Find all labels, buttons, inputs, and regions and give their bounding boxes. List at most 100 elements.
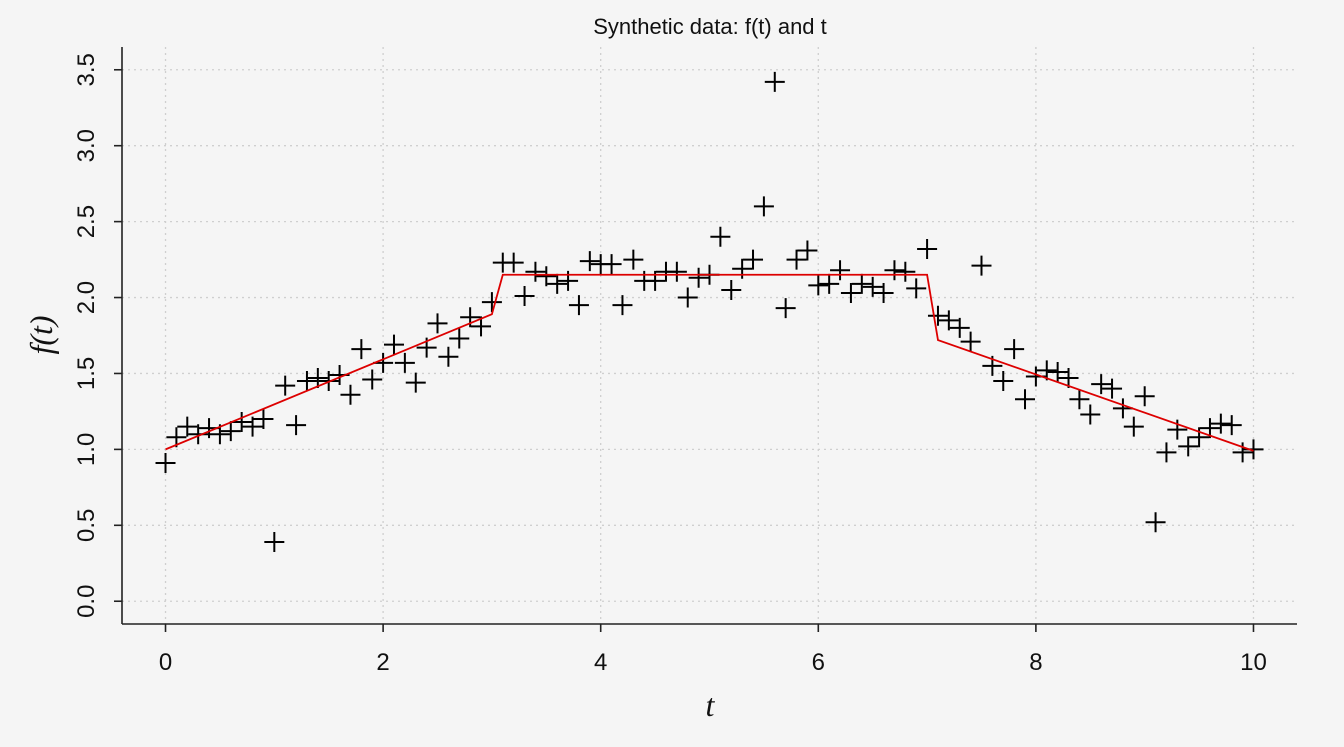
y-tick-label: 1.0 [73, 433, 100, 466]
x-tick-label: 2 [376, 649, 389, 676]
data-point [242, 416, 263, 437]
data-point [1015, 389, 1036, 410]
data-point [275, 375, 296, 396]
ticks-layer: 0 2 4 6 8 10 0.0 0.5 1.0 1.5 2.0 2.5 3.0 3.5 [73, 53, 1267, 676]
data-point [525, 261, 546, 282]
data-point [612, 295, 633, 316]
data-point [721, 279, 742, 300]
data-point [601, 254, 622, 275]
data-point [1221, 415, 1242, 436]
data-point [547, 273, 568, 294]
data-point [895, 261, 916, 282]
data-point [579, 251, 600, 272]
axes-layer [121, 47, 1297, 625]
x-axis-label: t [706, 687, 716, 723]
data-point [906, 278, 927, 299]
data-point [405, 372, 426, 393]
data-point [351, 339, 372, 360]
y-tick-label: 2.5 [73, 205, 100, 238]
data-point [775, 298, 796, 319]
data-point [568, 295, 589, 316]
data-point [927, 305, 948, 326]
data-point [1036, 360, 1057, 381]
grid-layer [122, 47, 1297, 624]
data-point [830, 260, 851, 281]
x-tick-label: 0 [159, 649, 172, 676]
y-tick-label: 0.0 [73, 585, 100, 618]
data-point [993, 371, 1014, 392]
x-tick-label: 4 [594, 649, 607, 676]
data-point [383, 334, 404, 355]
data-point [362, 369, 383, 390]
data-point [1210, 413, 1231, 434]
data-point [166, 427, 187, 448]
data-point [264, 532, 285, 553]
data-point [666, 261, 687, 282]
data-point [1069, 389, 1090, 410]
data-point [743, 249, 764, 270]
data-point [819, 273, 840, 294]
data-point [971, 255, 992, 276]
data-point [427, 313, 448, 334]
data-point [536, 266, 557, 287]
y-tick-label: 2.0 [73, 281, 100, 314]
data-point [1167, 419, 1188, 440]
y-tick-label: 3.0 [73, 129, 100, 162]
data-point [1112, 398, 1133, 419]
chart-title: Synthetic data: f(t) and t [593, 14, 827, 39]
data-point [797, 240, 818, 261]
points-layer [155, 71, 1264, 553]
data-point [873, 282, 894, 303]
data-point [1058, 368, 1079, 389]
data-point [220, 421, 241, 442]
data-point [1123, 416, 1144, 437]
y-axis-label: f(t) [23, 315, 59, 354]
y-tick-label: 0.5 [73, 509, 100, 542]
data-point [503, 252, 524, 273]
data-point [840, 282, 861, 303]
data-point [1189, 427, 1210, 448]
data-point [514, 286, 535, 307]
data-point [1004, 339, 1025, 360]
data-point [884, 260, 905, 281]
data-point [949, 317, 970, 338]
fit-layer [165, 273, 1254, 452]
data-point [340, 384, 361, 405]
data-point [764, 71, 785, 92]
data-point [960, 331, 981, 352]
data-point [438, 346, 459, 367]
data-point [1232, 442, 1253, 463]
data-point [394, 352, 415, 373]
data-point [1102, 378, 1123, 399]
data-point [449, 328, 470, 349]
data-point [307, 368, 328, 389]
y-tick-label: 3.5 [73, 53, 100, 86]
data-point [710, 226, 731, 247]
data-point [862, 276, 883, 297]
data-point [786, 249, 807, 270]
data-point [753, 196, 774, 217]
data-point [688, 267, 709, 288]
data-point [1178, 436, 1199, 457]
data-point [1156, 442, 1177, 463]
data-point [177, 416, 198, 437]
data-point [286, 415, 307, 436]
data-point [1080, 404, 1101, 425]
data-point [917, 238, 938, 259]
fit-line [165, 273, 1254, 452]
data-point [155, 453, 176, 474]
data-point [253, 409, 274, 430]
data-point [677, 287, 698, 308]
data-point [1091, 374, 1112, 395]
data-point [1134, 386, 1155, 407]
data-point [188, 424, 209, 445]
x-tick-label: 10 [1240, 649, 1267, 676]
data-point [1047, 361, 1068, 382]
x-tick-label: 6 [812, 649, 825, 676]
data-point [808, 275, 829, 296]
data-point [938, 310, 959, 331]
data-point [471, 316, 492, 337]
data-point [851, 273, 872, 294]
y-tick-label: 1.5 [73, 357, 100, 390]
